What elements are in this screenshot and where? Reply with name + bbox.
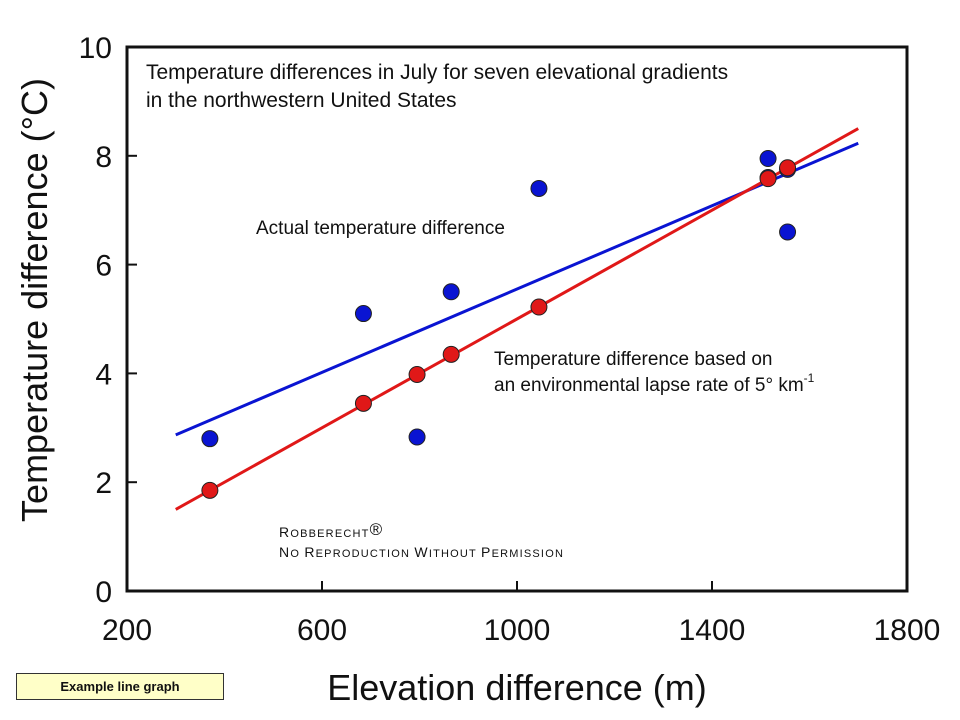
copyright-owner-rest: OBBERECHT xyxy=(290,528,369,540)
data-points xyxy=(201,150,797,499)
notice-word-4-cap: P xyxy=(481,544,492,560)
x-axis-title: Elevation difference (m) xyxy=(327,667,707,708)
series-2-point xyxy=(442,345,460,363)
y-tick-label: 0 xyxy=(95,576,112,609)
series-1-point xyxy=(201,430,219,448)
x-tick-label: 1400 xyxy=(679,614,746,647)
series-label-lapse-line-2-text: an environmental lapse rate of 5° km xyxy=(494,375,804,396)
series-1-point xyxy=(530,179,548,197)
series-1-point xyxy=(354,305,372,323)
y-axis-title: Temperature difference (°C) xyxy=(14,78,55,522)
trend-lines xyxy=(175,127,859,511)
series-label-actual: Actual temperature difference xyxy=(256,218,505,239)
x-tick-label: 200 xyxy=(102,614,152,647)
series-2-trend-line xyxy=(175,127,859,511)
copyright-owner: ROBBERECHT® xyxy=(279,520,383,540)
copyright-notice: ROBBERECHT® NO REPRODUCTION WITHOUT PERM… xyxy=(279,520,564,560)
series-1-point xyxy=(759,150,777,168)
notice-word-1-rest: O xyxy=(290,548,304,560)
x-tick-label: 1000 xyxy=(484,614,551,647)
y-tick-label: 4 xyxy=(95,358,112,391)
ticks: 200 600 1000 1400 1800 0 2 4 6 8 10 xyxy=(79,32,941,647)
y-tick-label: 6 xyxy=(95,250,112,283)
notice-word-4-rest: ERMISSION xyxy=(492,548,565,560)
y-tick-label: 8 xyxy=(95,141,112,174)
series-2-point xyxy=(201,481,219,499)
series-1-point xyxy=(408,428,426,446)
notice-word-3-rest: ITHOUT xyxy=(429,548,481,560)
series-2-point xyxy=(759,170,777,188)
chart-title-line-1: Temperature differences in July for seve… xyxy=(146,61,728,84)
caption-text: Example line graph xyxy=(60,679,180,694)
series-2-point xyxy=(354,394,372,412)
notice-word-1-cap: N xyxy=(279,544,290,560)
notice-word-2-rest: EPRODUCTION xyxy=(316,548,415,560)
series-2-point xyxy=(408,365,426,383)
notice-word-3-cap: W xyxy=(414,544,428,560)
y-tick-label: 10 xyxy=(79,32,112,65)
series-label-lapse-superscript: -1 xyxy=(804,371,815,385)
series-2-point xyxy=(530,298,548,316)
series-2-point xyxy=(779,159,797,177)
registered-mark: ® xyxy=(370,520,384,539)
series-1-point xyxy=(779,223,797,241)
y-tick-label: 2 xyxy=(95,467,112,500)
series-1-point xyxy=(442,283,460,301)
series-label-lapse-line-2: an environmental lapse rate of 5° km-1 xyxy=(494,371,815,396)
reproduction-notice: NO REPRODUCTION WITHOUT PERMISSION xyxy=(279,544,564,560)
notice-word-2-cap: R xyxy=(304,544,315,560)
series-label-lapse-rate: Temperature difference based on an envir… xyxy=(494,349,815,396)
chart-title-line-2: in the northwestern United States xyxy=(146,89,457,112)
series-label-lapse-line-1: Temperature difference based on xyxy=(494,349,773,370)
chart-title: Temperature differences in July for seve… xyxy=(146,61,728,112)
x-tick-label: 1800 xyxy=(874,614,941,647)
copyright-owner-initial: R xyxy=(279,524,290,540)
x-tick-label: 600 xyxy=(297,614,347,647)
caption-box: Example line graph xyxy=(16,673,224,700)
